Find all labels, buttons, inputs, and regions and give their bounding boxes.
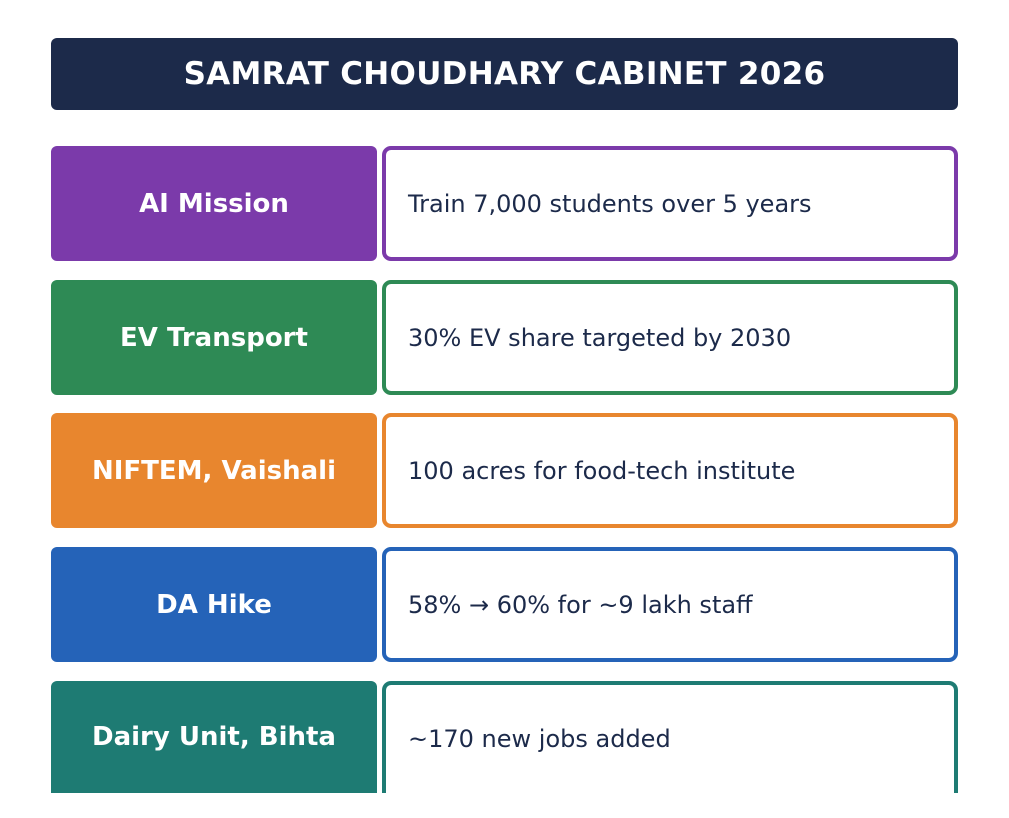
item-detail: ~170 new jobs added [382, 681, 958, 793]
page-title: SAMRAT CHOUDHARY CABINET 2026 [51, 38, 958, 110]
item-label: Dairy Unit, Bihta [51, 681, 377, 793]
item-detail: 58% → 60% for ~9 lakh staff [382, 547, 958, 662]
cabinet-item-da-hike: DA Hike 58% → 60% for ~9 lakh staff [51, 547, 958, 662]
item-detail: 30% EV share targeted by 2030 [382, 280, 958, 395]
cabinet-item-dairy-unit-bihta: Dairy Unit, Bihta ~170 new jobs added [51, 681, 958, 793]
item-label: EV Transport [51, 280, 377, 395]
item-label: AI Mission [51, 146, 377, 261]
item-label: NIFTEM, Vaishali [51, 413, 377, 528]
item-label: DA Hike [51, 547, 377, 662]
cabinet-item-ev-transport: EV Transport 30% EV share targeted by 20… [51, 280, 958, 395]
cabinet-item-ai-mission: AI Mission Train 7,000 students over 5 y… [51, 146, 958, 261]
cabinet-item-niftem-vaishali: NIFTEM, Vaishali 100 acres for food-tech… [51, 413, 958, 528]
item-detail: Train 7,000 students over 5 years [382, 146, 958, 261]
item-detail: 100 acres for food-tech institute [382, 413, 958, 528]
